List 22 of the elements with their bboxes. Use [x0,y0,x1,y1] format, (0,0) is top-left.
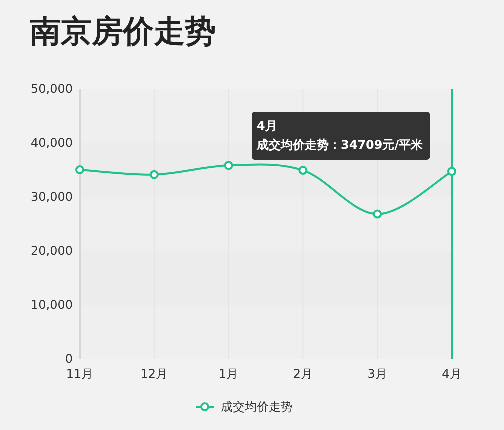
x-tick-label: 3月 [368,367,388,381]
y-tick-label: 30,000 [31,190,73,204]
y-tick-label: 50,000 [31,82,73,96]
point [373,210,382,219]
point [298,166,308,176]
annotation: 成交均价走势：34709元/平米 [256,138,424,152]
y-tick-label: 20,000 [31,244,73,258]
annotation: 4月 [257,119,278,133]
x-tick-label: 11月 [66,367,94,381]
point [150,170,159,180]
x-tick-label: 2月 [293,367,314,381]
legend-label: 成交均价走势 [221,400,293,414]
x-tick-label: 12月 [140,367,168,381]
y-tick-label: 40,000 [31,136,73,150]
point [224,161,234,170]
x-tick-label: 4月 [442,367,462,381]
chart-title: 南京房价走势 [30,14,216,50]
y-tick-label: 10,000 [31,298,73,312]
point [448,167,456,176]
x-tick-label: 1月 [218,367,239,381]
point [76,166,84,174]
y-tick-label: 0 [65,352,73,366]
